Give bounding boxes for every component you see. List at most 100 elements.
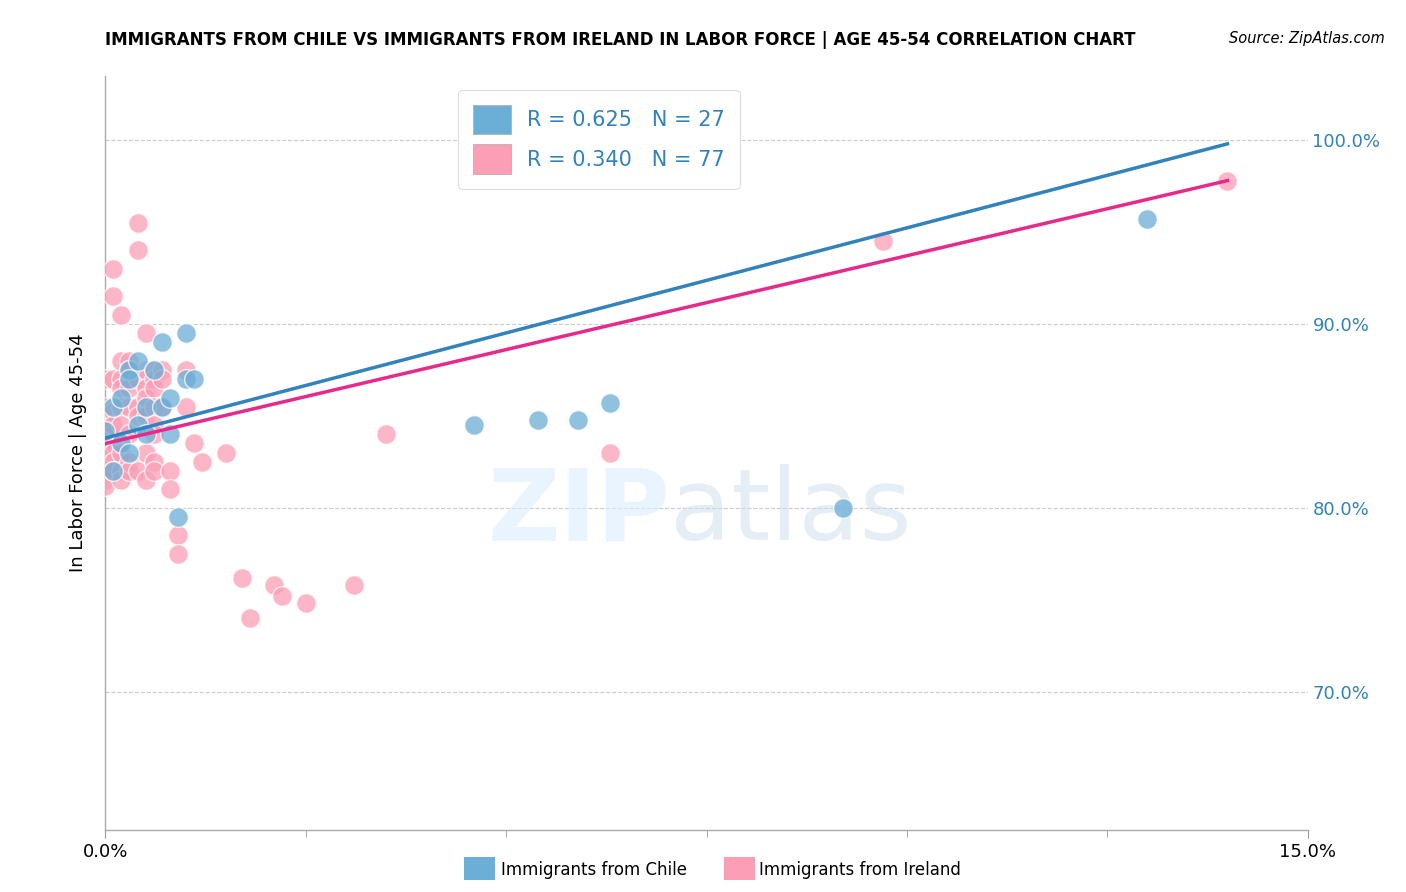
Point bbox=[110, 436, 132, 450]
Point bbox=[110, 353, 132, 368]
Legend: R = 0.625   N = 27, R = 0.340   N = 77: R = 0.625 N = 27, R = 0.340 N = 77 bbox=[458, 90, 740, 188]
Point bbox=[118, 363, 141, 377]
Point bbox=[135, 473, 157, 487]
Point bbox=[150, 363, 173, 377]
Point bbox=[94, 424, 117, 438]
Point bbox=[127, 372, 149, 386]
Point bbox=[103, 400, 125, 414]
Point bbox=[174, 400, 197, 414]
Point bbox=[174, 372, 197, 386]
Point bbox=[174, 363, 197, 377]
Point bbox=[103, 427, 125, 442]
Point bbox=[127, 353, 149, 368]
Point bbox=[135, 391, 157, 405]
Text: Source: ZipAtlas.com: Source: ZipAtlas.com bbox=[1229, 31, 1385, 46]
Point bbox=[159, 427, 181, 442]
Point bbox=[103, 455, 125, 469]
Point bbox=[183, 436, 205, 450]
Point bbox=[190, 455, 212, 469]
Point bbox=[231, 571, 253, 585]
Point bbox=[135, 446, 157, 460]
Point bbox=[118, 353, 141, 368]
Point bbox=[142, 363, 165, 377]
Point bbox=[166, 528, 188, 542]
Point bbox=[142, 372, 165, 386]
Point bbox=[142, 363, 165, 377]
Point bbox=[599, 396, 621, 410]
Point bbox=[343, 578, 366, 592]
Point bbox=[118, 381, 141, 395]
Point bbox=[103, 464, 125, 478]
Point bbox=[1136, 212, 1159, 227]
Point bbox=[174, 326, 197, 341]
Point bbox=[94, 372, 117, 386]
Point bbox=[103, 464, 125, 478]
Point bbox=[150, 400, 173, 414]
Point bbox=[110, 391, 132, 405]
Point bbox=[94, 442, 117, 456]
Point bbox=[135, 409, 157, 423]
Point bbox=[135, 326, 157, 341]
Point bbox=[872, 234, 894, 248]
Point bbox=[118, 446, 141, 460]
Point bbox=[110, 308, 132, 322]
Point bbox=[110, 372, 132, 386]
Point bbox=[150, 372, 173, 386]
Point bbox=[118, 400, 141, 414]
Point bbox=[159, 483, 181, 497]
Point bbox=[166, 547, 188, 561]
Point bbox=[374, 427, 398, 442]
Point bbox=[263, 578, 285, 592]
Point bbox=[110, 381, 132, 395]
Point bbox=[103, 446, 125, 460]
Point bbox=[110, 473, 132, 487]
Text: Immigrants from Chile: Immigrants from Chile bbox=[501, 861, 686, 879]
Point bbox=[127, 464, 149, 478]
Point bbox=[127, 216, 149, 230]
Point bbox=[142, 418, 165, 433]
Point bbox=[135, 400, 157, 414]
Point bbox=[94, 479, 117, 493]
Text: Immigrants from Ireland: Immigrants from Ireland bbox=[759, 861, 962, 879]
Text: ZIP: ZIP bbox=[488, 465, 671, 561]
Point bbox=[127, 409, 149, 423]
Point bbox=[127, 418, 149, 433]
Point bbox=[103, 436, 125, 450]
Point bbox=[142, 455, 165, 469]
Point bbox=[103, 418, 125, 433]
Point bbox=[166, 510, 188, 524]
Point bbox=[527, 412, 550, 426]
Point bbox=[159, 464, 181, 478]
Point bbox=[135, 381, 157, 395]
Point bbox=[150, 400, 173, 414]
Point bbox=[94, 473, 117, 487]
Point bbox=[159, 391, 181, 405]
Point bbox=[118, 363, 141, 377]
Point bbox=[142, 381, 165, 395]
Point bbox=[214, 446, 236, 460]
Point bbox=[239, 611, 262, 625]
Point bbox=[1216, 173, 1239, 187]
Point bbox=[183, 372, 205, 386]
Text: IMMIGRANTS FROM CHILE VS IMMIGRANTS FROM IRELAND IN LABOR FORCE | AGE 45-54 CORR: IMMIGRANTS FROM CHILE VS IMMIGRANTS FROM… bbox=[105, 31, 1136, 49]
Y-axis label: In Labor Force | Age 45-54: In Labor Force | Age 45-54 bbox=[69, 334, 87, 572]
Point bbox=[831, 500, 853, 515]
Point bbox=[463, 418, 485, 433]
Point bbox=[110, 464, 132, 478]
Point bbox=[142, 427, 165, 442]
Point bbox=[135, 427, 157, 442]
Point bbox=[270, 589, 292, 603]
Point bbox=[94, 418, 117, 433]
Point bbox=[118, 464, 141, 478]
Point bbox=[118, 455, 141, 469]
Point bbox=[142, 400, 165, 414]
Point bbox=[103, 261, 125, 276]
Point bbox=[567, 412, 589, 426]
Point bbox=[110, 446, 132, 460]
Point bbox=[103, 372, 125, 386]
Point bbox=[295, 596, 318, 610]
Point bbox=[135, 363, 157, 377]
Point bbox=[142, 464, 165, 478]
Point bbox=[127, 244, 149, 258]
Point bbox=[118, 372, 141, 386]
